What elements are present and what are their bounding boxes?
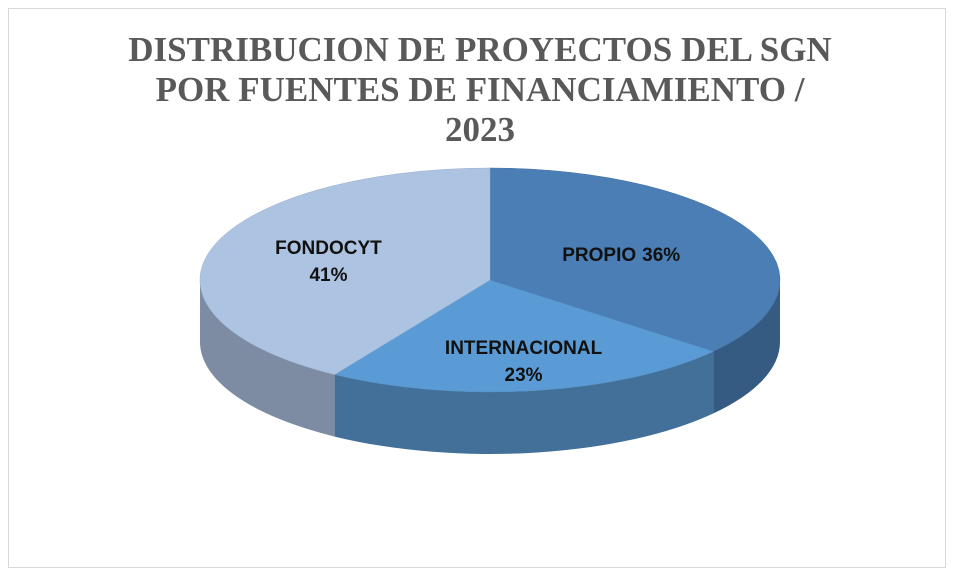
chart-title: DISTRIBUCION DE PROYECTOS DEL SGN POR FU… <box>128 30 832 149</box>
data-label: PROPIO 36% <box>562 245 680 266</box>
slice <box>199 167 491 375</box>
data-label: INTERNACIONAL 23% <box>445 338 603 386</box>
slice <box>333 279 715 393</box>
slice-side <box>200 280 335 437</box>
label-value: 23% <box>505 365 543 386</box>
data-label: FONDOCYT 41% <box>275 238 382 286</box>
chart-frame <box>8 8 946 568</box>
label-category: INTERNACIONAL <box>445 338 603 359</box>
slice <box>489 167 781 352</box>
label-value: 41% <box>309 265 347 286</box>
label-category: FONDOCYT <box>275 238 382 259</box>
label-value: 36% <box>642 245 680 266</box>
slice-side <box>334 351 714 454</box>
slice-side <box>713 280 780 414</box>
label-category: PROPIO <box>562 245 636 266</box>
